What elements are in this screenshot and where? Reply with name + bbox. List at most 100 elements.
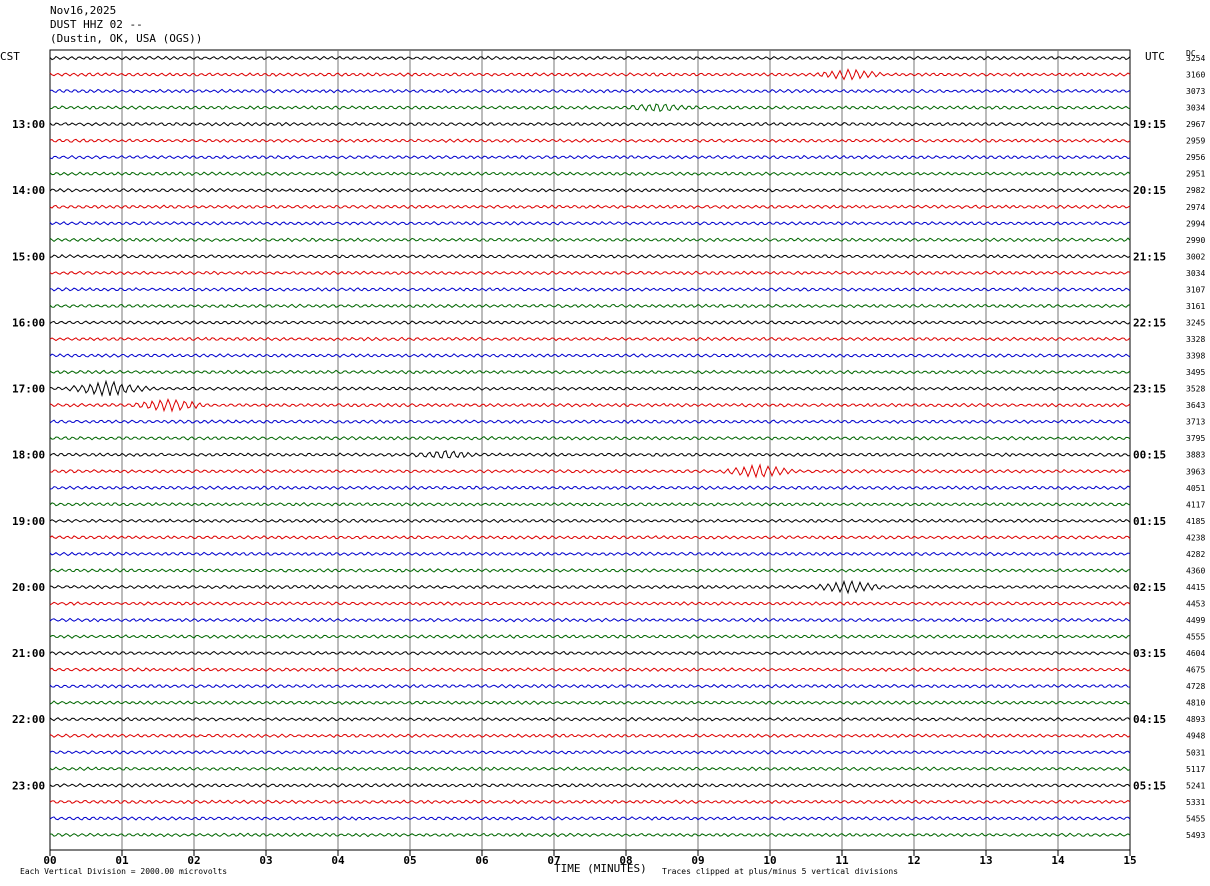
dc-offset-label: 3398 <box>1186 352 1205 361</box>
dc-offset-label: 2959 <box>1186 137 1205 146</box>
dc-offset-label: 3073 <box>1186 87 1205 96</box>
trace-line <box>49 832 1131 838</box>
dc-label: DC <box>1186 49 1196 58</box>
cst-label: CST <box>0 50 20 63</box>
station-id: DUST HHZ 02 -- <box>50 18 143 31</box>
trace-line <box>49 121 1131 127</box>
dc-offset-label: 4728 <box>1186 682 1205 691</box>
scale-note: Each Vertical Division = 2000.00 microvo… <box>20 867 228 876</box>
trace-line <box>49 435 1131 441</box>
dc-offset-label: 3643 <box>1186 401 1205 410</box>
trace-line <box>49 617 1131 623</box>
trace-line <box>49 287 1131 292</box>
trace-line <box>49 336 1131 342</box>
dc-offset-label: 4415 <box>1186 583 1205 592</box>
trace-line <box>49 138 1131 143</box>
trace-line <box>49 353 1131 358</box>
dc-offset-label: 4238 <box>1186 533 1205 542</box>
cst-hour-label: 15:00 <box>12 250 45 263</box>
cst-hour-label: 20:00 <box>12 581 45 594</box>
trace-line <box>49 463 1131 479</box>
trace-line <box>49 254 1131 259</box>
dc-offset-label: 3107 <box>1186 285 1205 294</box>
dc-offset-label: 2956 <box>1186 153 1205 162</box>
utc-hour-label: 01:15 <box>1133 515 1166 528</box>
trace-line <box>49 187 1131 193</box>
dc-offset-label: 3034 <box>1186 269 1205 278</box>
trace-line <box>49 667 1131 672</box>
dc-offset-label: 5031 <box>1186 748 1205 757</box>
x-tick-label: 13 <box>979 854 992 867</box>
utc-hour-label: 23:15 <box>1133 383 1166 396</box>
trace-line <box>49 551 1131 557</box>
dc-offset-label: 5493 <box>1186 831 1205 840</box>
trace-line <box>49 55 1131 61</box>
utc-hour-label: 04:15 <box>1133 713 1166 726</box>
dc-offset-label: 2951 <box>1186 170 1205 179</box>
x-tick-label: 04 <box>331 854 345 867</box>
record-date: Nov16,2025 <box>50 4 117 17</box>
dc-offset-label: 4499 <box>1186 616 1205 625</box>
trace-line <box>49 799 1131 805</box>
dc-offset-label: 2982 <box>1186 186 1205 195</box>
x-axis-title: TIME (MINUTES) <box>554 862 647 875</box>
x-tick-label: 11 <box>835 854 849 867</box>
dc-offset-label: 3034 <box>1186 104 1205 113</box>
cst-hour-label: 18:00 <box>12 449 45 462</box>
dc-offset-label: 2994 <box>1186 219 1205 228</box>
x-tick-label: 01 <box>115 854 129 867</box>
x-tick-label: 09 <box>691 854 704 867</box>
cst-hour-label: 16:00 <box>12 316 45 329</box>
cst-hour-label: 19:00 <box>12 515 45 528</box>
trace-line <box>49 220 1131 226</box>
trace-line <box>49 601 1131 606</box>
x-tick-label: 08 <box>619 854 632 867</box>
trace-line <box>49 68 1131 81</box>
trace-line <box>49 700 1131 705</box>
trace-line <box>49 450 1131 459</box>
x-tick-label: 12 <box>907 854 920 867</box>
dc-offset-label: 3254 <box>1186 54 1205 63</box>
utc-label: UTC <box>1145 50 1165 63</box>
dc-offset-label: 4604 <box>1186 649 1205 658</box>
dc-offset-label: 3528 <box>1186 385 1205 394</box>
trace-line <box>49 766 1131 772</box>
utc-hour-label: 19:15 <box>1133 118 1166 131</box>
x-tick-label: 00 <box>43 854 56 867</box>
dc-offset-label: 2967 <box>1186 120 1205 129</box>
dc-offset-label: 5331 <box>1186 798 1205 807</box>
dc-offset-label: 4810 <box>1186 699 1205 708</box>
dc-offset-label: 3245 <box>1186 318 1205 327</box>
trace-line <box>49 749 1131 755</box>
x-tick-label: 07 <box>547 854 560 867</box>
dc-offset-label: 3495 <box>1186 368 1205 377</box>
dc-offset-label: 4282 <box>1186 550 1205 559</box>
dc-offset-label: 3963 <box>1186 467 1205 476</box>
dc-offset-label: 4360 <box>1186 566 1205 575</box>
dc-offset-label: 4185 <box>1186 517 1205 526</box>
trace-line <box>49 320 1131 325</box>
utc-hour-label: 02:15 <box>1133 581 1166 594</box>
dc-offset-label: 3795 <box>1186 434 1205 443</box>
dc-offset-label: 5455 <box>1186 814 1205 823</box>
dc-offset-label: 4893 <box>1186 715 1205 724</box>
trace-line <box>49 171 1131 177</box>
trace-line <box>49 683 1131 689</box>
trace-line <box>49 88 1131 94</box>
trace-line <box>49 237 1131 243</box>
x-tick-label: 10 <box>763 854 776 867</box>
dc-offset-label: 4117 <box>1186 500 1205 509</box>
trace-line <box>49 379 1131 398</box>
trace-line <box>49 270 1131 276</box>
trace-line <box>49 816 1131 821</box>
utc-hour-label: 03:15 <box>1133 647 1166 660</box>
dc-offset-label: 4555 <box>1186 633 1205 642</box>
trace-line <box>49 716 1131 722</box>
x-tick-label: 15 <box>1123 854 1136 867</box>
x-tick-label: 05 <box>403 854 416 867</box>
plot-frame <box>49 49 1131 851</box>
utc-hour-label: 20:15 <box>1133 184 1166 197</box>
dc-offset-label: 3713 <box>1186 418 1205 427</box>
dc-offset-label: 3160 <box>1186 71 1205 80</box>
